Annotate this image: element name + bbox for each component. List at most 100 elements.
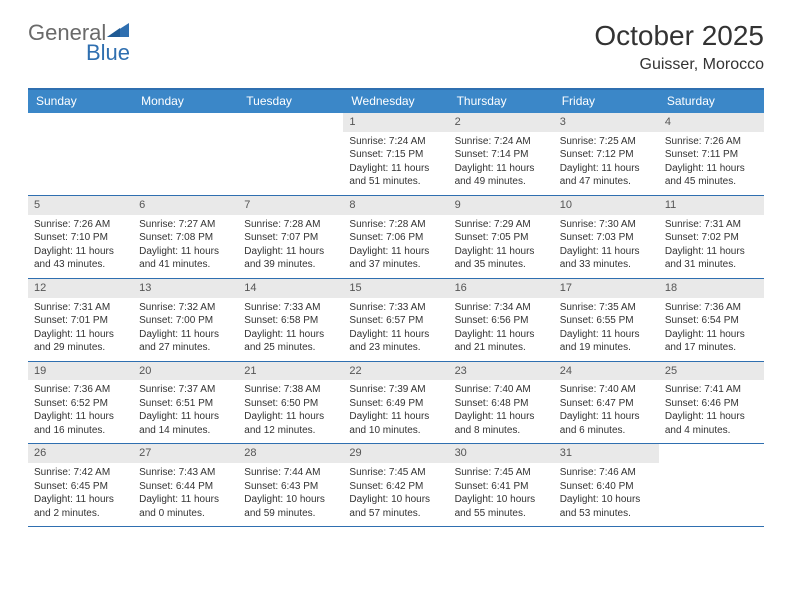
sunrise-line: Sunrise: 7:44 AM [244,466,337,480]
day-number: 18 [659,279,764,298]
day-cell: 29Sunrise: 7:45 AMSunset: 6:42 PMDayligh… [343,444,448,526]
day-number: 14 [238,279,343,298]
day-number: 19 [28,362,133,381]
daylight-line: Daylight: 11 hours and 14 minutes. [139,410,232,437]
sunrise-line: Sunrise: 7:37 AM [139,383,232,397]
day-number: 6 [133,196,238,215]
sunrise-line: Sunrise: 7:24 AM [455,135,548,149]
dow-cell: Monday [133,90,238,113]
daylight-line: Daylight: 11 hours and 35 minutes. [455,245,548,272]
day-cell: 17 Sunrise: 7:35 AMSunset: 6:55 PMDayligh… [554,279,659,361]
day-number: 8 [343,196,448,215]
sunset-line: Sunset: 7:07 PM [244,231,337,245]
day-cell: 6Sunrise: 7:27 AMSunset: 7:08 PMDaylight… [133,196,238,278]
sunrise-line: Sunrise: 7:39 AM [349,383,442,397]
sunset-line: Sunset: 6:48 PM [455,397,548,411]
location-label: Guisser, Morocco [594,56,764,74]
day-cell: 20Sunrise: 7:37 AMSunset: 6:51 PMDayligh… [133,362,238,444]
week-row: 12Sunrise: 7:31 AMSunset: 7:01 PMDayligh… [28,279,764,362]
dow-cell: Tuesday [238,90,343,113]
day-cell: 19Sunrise: 7:36 AMSunset: 6:52 PMDayligh… [28,362,133,444]
sunset-line: Sunset: 7:08 PM [139,231,232,245]
day-cell: 15Sunrise: 7:33 AMSunset: 6:57 PMDayligh… [343,279,448,361]
sunrise-line: Sunrise: 7:28 AM [244,218,337,232]
sunset-line: Sunset: 7:01 PM [34,314,127,328]
day-number: 9 [449,196,554,215]
day-of-week-header: SundayMondayTuesdayWednesdayThursdayFrid… [28,90,764,113]
day-cell: 9 Sunrise: 7:29 AMSunset: 7:05 PMDaylight… [449,196,554,278]
sunset-line: Sunset: 6:55 PM [560,314,653,328]
daylight-line: Daylight: 11 hours and 43 minutes. [34,245,127,272]
sunset-line: Sunset: 6:42 PM [349,480,442,494]
sunset-line: Sunset: 6:58 PM [244,314,337,328]
sunrise-line: Sunrise: 7:40 AM [560,383,653,397]
day-number: 23 [449,362,554,381]
day-cell: 26Sunrise: 7:42 AMSunset: 6:45 PMDayligh… [28,444,133,526]
sunrise-line: Sunrise: 7:26 AM [665,135,758,149]
sunset-line: Sunset: 6:49 PM [349,397,442,411]
day-cell: 25Sunrise: 7:41 AMSunset: 6:46 PMDayligh… [659,362,764,444]
day-cell: 22Sunrise: 7:39 AMSunset: 6:49 PMDayligh… [343,362,448,444]
daylight-line: Daylight: 11 hours and 17 minutes. [665,328,758,355]
daylight-line: Daylight: 11 hours and 8 minutes. [455,410,548,437]
header: General Blue October 2025 Guisser, Moroc… [0,0,792,82]
daylight-line: Daylight: 11 hours and 51 minutes. [349,162,442,189]
day-cell: 31Sunrise: 7:46 AMSunset: 6:40 PMDayligh… [554,444,659,526]
day-cell: 1 Sunrise: 7:24 AMSunset: 7:15 PMDaylight… [343,113,448,195]
sunrise-line: Sunrise: 7:45 AM [349,466,442,480]
sunset-line: Sunset: 6:54 PM [665,314,758,328]
day-cell: 11Sunrise: 7:31 AMSunset: 7:02 PMDayligh… [659,196,764,278]
sunset-line: Sunset: 6:51 PM [139,397,232,411]
day-cell: 13 Sunrise: 7:32 AMSunset: 7:00 PMDayligh… [133,279,238,361]
sunrise-line: Sunrise: 7:24 AM [349,135,442,149]
sunset-line: Sunset: 6:50 PM [244,397,337,411]
day-number: 24 [554,362,659,381]
day-number: 12 [28,279,133,298]
sunrise-line: Sunrise: 7:36 AM [665,301,758,315]
sunrise-line: Sunrise: 7:28 AM [349,218,442,232]
day-cell: 4Sunrise: 7:26 AMSunset: 7:11 PMDaylight… [659,113,764,195]
sunrise-line: Sunrise: 7:35 AM [560,301,653,315]
day-number: 10 [554,196,659,215]
day-cell [133,113,238,195]
sunset-line: Sunset: 6:45 PM [34,480,127,494]
sunset-line: Sunset: 7:02 PM [665,231,758,245]
sunset-line: Sunset: 7:11 PM [665,148,758,162]
week-row: 5Sunrise: 7:26 AMSunset: 7:10 PMDaylight… [28,196,764,279]
day-cell: 16Sunrise: 7:34 AMSunset: 6:56 PMDayligh… [449,279,554,361]
dow-cell: Wednesday [343,90,448,113]
brand-triangle-icon [107,23,129,39]
sunset-line: Sunset: 7:14 PM [455,148,548,162]
day-number: 17 [554,279,659,298]
day-number: 13 [133,279,238,298]
day-number: 11 [659,196,764,215]
sunset-line: Sunset: 6:56 PM [455,314,548,328]
sunset-line: Sunset: 6:40 PM [560,480,653,494]
daylight-line: Daylight: 11 hours and 12 minutes. [244,410,337,437]
sunset-line: Sunset: 7:15 PM [349,148,442,162]
day-number: 28 [238,444,343,463]
week-row: 19Sunrise: 7:36 AMSunset: 6:52 PMDayligh… [28,362,764,445]
daylight-line: Daylight: 11 hours and 29 minutes. [34,328,127,355]
daylight-line: Daylight: 11 hours and 19 minutes. [560,328,653,355]
daylight-line: Daylight: 11 hours and 16 minutes. [34,410,127,437]
daylight-line: Daylight: 11 hours and 0 minutes. [139,493,232,520]
day-cell: 18 Sunrise: 7:36 AMSunset: 6:54 PMDayligh… [659,279,764,361]
daylight-line: Daylight: 11 hours and 31 minutes. [665,245,758,272]
daylight-line: Daylight: 11 hours and 25 minutes. [244,328,337,355]
sunset-line: Sunset: 7:05 PM [455,231,548,245]
brand-word-blue: Blue [86,40,130,66]
day-number: 1 [343,113,448,132]
sunset-line: Sunset: 7:00 PM [139,314,232,328]
sunrise-line: Sunrise: 7:29 AM [455,218,548,232]
day-number: 2 [449,113,554,132]
daylight-line: Daylight: 10 hours and 59 minutes. [244,493,337,520]
daylight-line: Daylight: 11 hours and 4 minutes. [665,410,758,437]
daylight-line: Daylight: 11 hours and 6 minutes. [560,410,653,437]
daylight-line: Daylight: 11 hours and 27 minutes. [139,328,232,355]
dow-cell: Thursday [449,90,554,113]
sunrise-line: Sunrise: 7:32 AM [139,301,232,315]
sunset-line: Sunset: 6:46 PM [665,397,758,411]
sunrise-line: Sunrise: 7:26 AM [34,218,127,232]
daylight-line: Daylight: 11 hours and 10 minutes. [349,410,442,437]
